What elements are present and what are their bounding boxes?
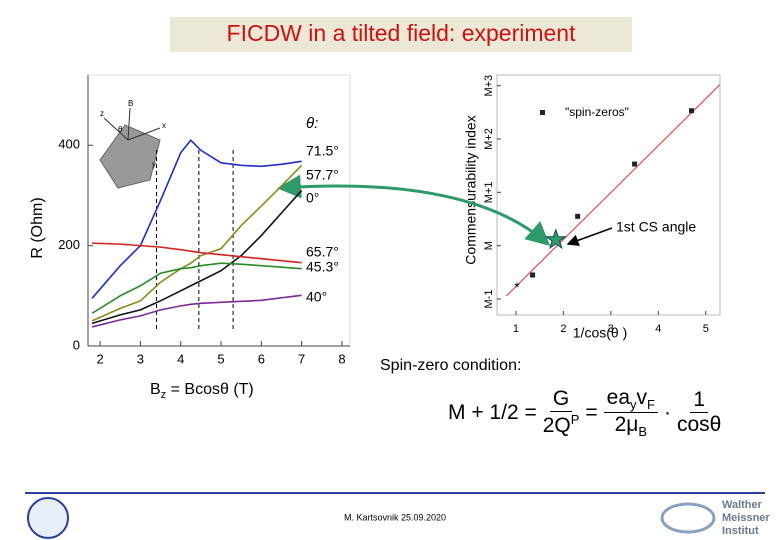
x-tick-label: 3	[137, 351, 144, 366]
equals: =	[585, 400, 598, 424]
data-line	[91, 294, 302, 328]
institute-logo	[660, 502, 716, 534]
y-tick-label: 0	[73, 337, 80, 352]
logo-text: Institut	[722, 525, 759, 537]
star-point	[544, 228, 567, 250]
fit-line	[506, 84, 721, 297]
y-tick-label: M+1	[483, 181, 495, 203]
fraction: G 2QP	[543, 387, 580, 438]
series-label: 40°	[306, 289, 327, 305]
series-label: 65.7°	[306, 244, 339, 260]
x-tick-label: 3	[608, 323, 614, 335]
formula-lhs: M + 1/2 =	[448, 400, 537, 424]
den-text: 2μ	[614, 413, 639, 437]
inset-axis	[127, 107, 131, 141]
x-tick-label: 5	[217, 351, 224, 366]
data-point	[689, 108, 695, 114]
y-tick-label: M-1	[483, 290, 495, 309]
num-sub: F	[647, 397, 655, 413]
data-point	[632, 161, 638, 167]
num-text: v	[636, 386, 648, 409]
y-tick-label: 400	[58, 137, 80, 152]
inset-label: z	[100, 109, 104, 118]
y-tick-label: M+2	[483, 128, 495, 150]
formula: M + 1/2 = G 2QP = eayvF 2μB · 1 cosθ	[448, 386, 721, 439]
legend-label: "spin-zeros"	[565, 105, 629, 119]
annotation-arrow	[566, 227, 613, 247]
x-axis-label: Bz = Bcosθ (T)	[150, 381, 254, 401]
x-tick-label: 2	[560, 323, 566, 335]
den-sub: B	[638, 424, 648, 440]
inset-label: y	[152, 160, 156, 169]
x-tick-label: 1	[513, 323, 519, 335]
legend-marker	[540, 110, 545, 115]
x-tick-label: 4	[655, 323, 661, 335]
y-axis-label: R (Ohm)	[29, 197, 46, 258]
data-line	[92, 242, 302, 264]
x-tick-label: 6	[258, 351, 265, 366]
data-line	[91, 164, 303, 322]
y-tick-label: M+3	[483, 75, 495, 97]
series-label: 57.7°	[306, 167, 339, 183]
dot: ·	[663, 400, 671, 424]
data-point	[575, 213, 581, 219]
x-tick-label: 7	[298, 351, 305, 366]
fraction: 1 cosθ	[677, 388, 721, 437]
data-line	[91, 139, 302, 299]
university-logo	[27, 497, 69, 539]
denominator: 2μB	[615, 413, 647, 439]
x-tick-label: 8	[338, 351, 345, 366]
y-tick-label: 200	[58, 237, 80, 252]
data-line	[91, 189, 303, 325]
series-label: 45.3°	[306, 259, 339, 275]
inset-crystal	[99, 124, 161, 189]
inset-axis	[127, 127, 161, 141]
logo-text: Walther	[722, 499, 763, 511]
denominator: 2QP	[543, 412, 580, 438]
footer-text: M. Kartsovnik 25.09.2020	[344, 512, 446, 522]
series-label: 0°	[306, 190, 319, 206]
data-point	[530, 272, 536, 278]
inset-label: θ	[118, 125, 123, 134]
series-label: 71.5°	[306, 143, 339, 159]
title-box	[170, 17, 632, 52]
x-tick-label: 2	[96, 351, 103, 366]
numerator: G	[549, 387, 573, 413]
link-arrow	[277, 174, 551, 246]
den-text: 2Q	[542, 414, 571, 438]
inset-label: B	[128, 99, 133, 108]
num-sub: y	[630, 397, 637, 413]
slide-title: FICDW in a tilted field: experiment	[227, 20, 577, 46]
x-tick-label: 5	[703, 323, 709, 335]
x-tick-label: 4	[177, 351, 184, 366]
right-y-axis-label: Commensurability index	[463, 115, 479, 264]
numerator: eayvF	[603, 386, 658, 414]
y-tick-label: M	[483, 241, 495, 250]
condition-label: Spin-zero condition:	[380, 357, 521, 374]
annotation: 1st CS angle	[616, 219, 696, 235]
data-line	[91, 262, 302, 315]
numerator: 1	[690, 388, 708, 414]
legend-title: θ:	[306, 115, 318, 132]
logo-text: Meissner	[722, 512, 770, 524]
den-sup: P	[570, 412, 580, 428]
asterisk-point: *	[514, 279, 520, 295]
num-text: ea	[606, 386, 631, 409]
inset-axis	[103, 117, 129, 141]
denominator: cosθ	[676, 413, 722, 437]
inset-label: x	[162, 121, 166, 130]
fraction: eayvF 2μB	[603, 386, 658, 439]
right-x-axis-label: 1/cos(θ )	[573, 325, 627, 341]
